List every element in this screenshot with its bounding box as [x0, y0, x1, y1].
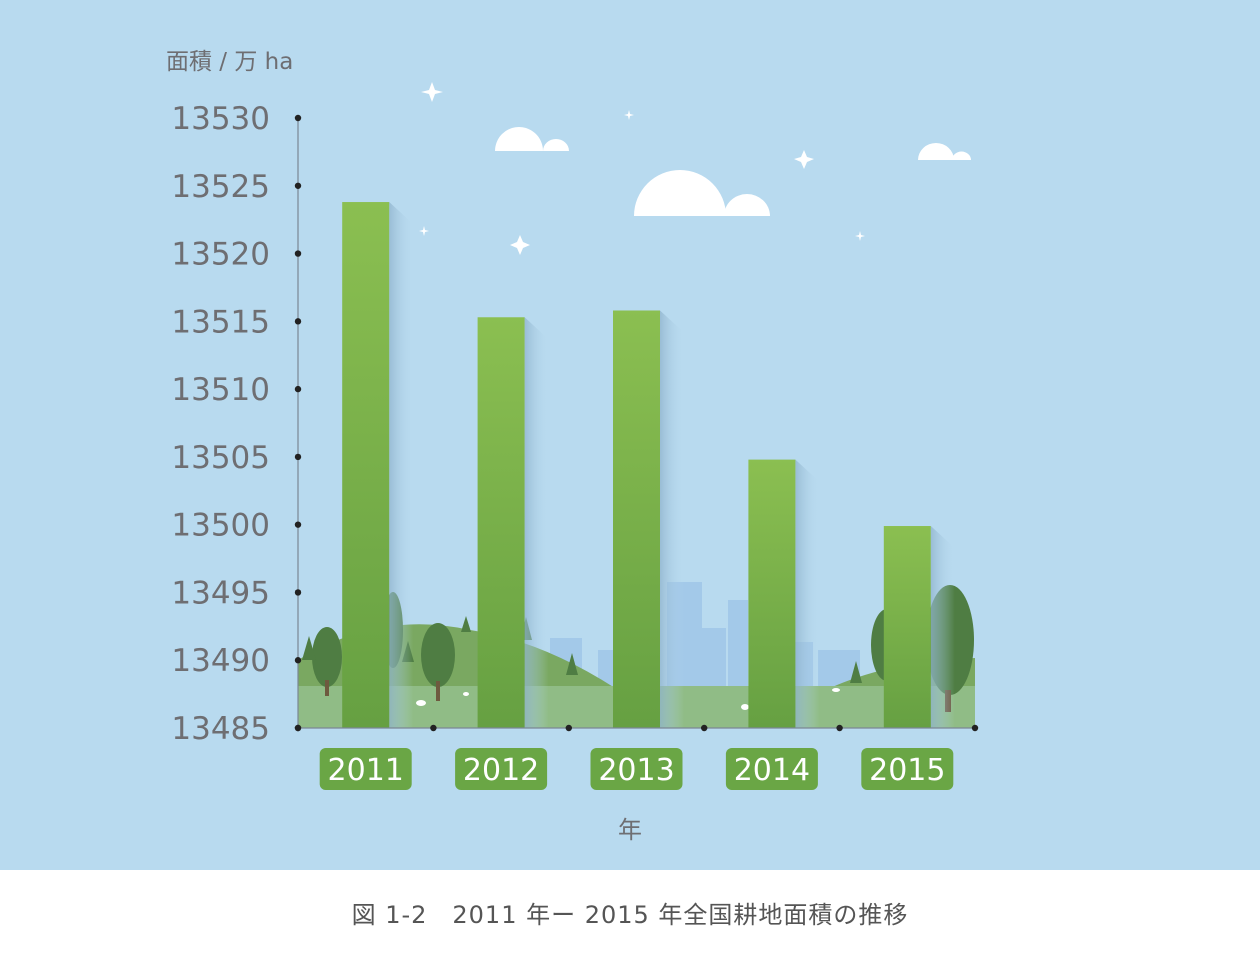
cloud-icon [952, 151, 971, 160]
chart-panel: 13530 13525 13520 13515 13510 13505 13500 13495… [0, 0, 1260, 870]
star-icon [421, 82, 443, 102]
x-tick-label: 2011 [328, 753, 404, 788]
y-tick-label: 13490 [171, 643, 270, 679]
x-tick-dot [565, 724, 572, 732]
y-axis-title: 面積 / 万 ha [166, 49, 293, 75]
star-icon [794, 150, 814, 169]
x-label-box [319, 748, 412, 790]
y-tick-dot [294, 250, 302, 257]
x-label-box [455, 748, 548, 790]
bar-shadow [524, 317, 549, 728]
y-tick-label: 13505 [171, 440, 270, 476]
bar-2011 [342, 202, 390, 729]
sky-decoration [419, 82, 971, 255]
x-label-box [590, 748, 683, 790]
bar-shadow [660, 310, 684, 728]
bar-2013 [613, 310, 660, 728]
x-tick-label: 2014 [734, 753, 810, 788]
cloud-icon [634, 170, 726, 216]
y-tick-label: 13500 [171, 508, 270, 544]
cloud-icon [495, 127, 543, 151]
y-tick-label: 13495 [171, 575, 270, 611]
y-tick-label: 13520 [171, 237, 270, 273]
bar-chart: 13530 13525 13520 13515 13510 13505 13500 13495… [166, 49, 979, 844]
star-icon [419, 226, 429, 236]
x-label-box [861, 748, 954, 790]
bar-shadow [795, 459, 820, 728]
y-tick-dot [294, 182, 302, 189]
y-tick-label: 13530 [171, 101, 270, 137]
x-tick-label: 2015 [869, 753, 945, 788]
star-icon [624, 110, 634, 120]
x-tick-dot [701, 724, 708, 732]
x-axis-title: 年 [618, 816, 642, 844]
x-tick-label: 2012 [463, 753, 539, 788]
y-tick-label: 13485 [171, 711, 270, 747]
y-tick-label: 13515 [171, 304, 270, 340]
x-tick-dot [836, 724, 843, 732]
y-tick-dot [294, 589, 302, 596]
bar-2014 [748, 459, 796, 728]
bars [342, 202, 955, 729]
x-axis: 2011 2012 2013 2014 2015 [294, 724, 979, 790]
x-tick-dot [430, 724, 437, 732]
figure-caption: 図 1-2 2011 年ー 2015 年全国耕地面積の推移 [351, 901, 909, 929]
y-tick-label: 13525 [171, 169, 270, 205]
y-tick-dot [294, 114, 302, 122]
bar-shadow [389, 202, 414, 729]
cloud-icon [918, 143, 954, 160]
x-tick-dot [294, 724, 302, 732]
y-tick-dot [294, 657, 302, 664]
x-tick-label: 2013 [598, 753, 674, 788]
cloud-icon [724, 194, 770, 216]
star-icon [510, 235, 530, 255]
y-tick-label: 13510 [171, 372, 270, 408]
y-tick-dot [294, 521, 302, 528]
y-axis: 13530 13525 13520 13515 13510 13505 13500 13495… [171, 101, 302, 747]
bar-2012 [477, 317, 525, 728]
cloud-icon [543, 139, 569, 151]
bar-2015 [883, 526, 931, 728]
y-tick-dot [294, 453, 302, 461]
x-tick-dot [971, 724, 979, 732]
x-label-box [725, 748, 818, 790]
bar-shadow [930, 526, 955, 728]
star-icon [855, 231, 865, 241]
y-tick-dot [294, 385, 302, 393]
y-tick-dot [294, 318, 302, 325]
